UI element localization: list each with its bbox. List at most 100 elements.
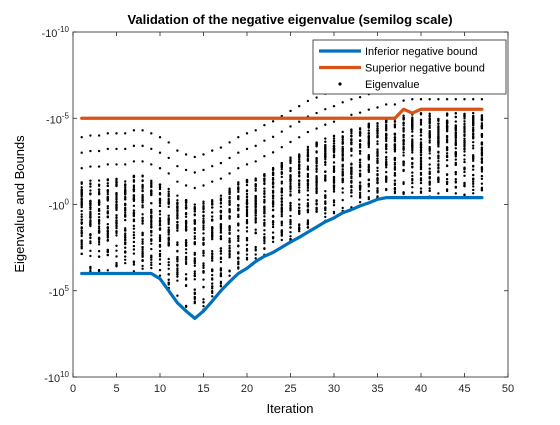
eigenvalue-point	[254, 220, 257, 224]
x-tick-label: 20	[241, 383, 253, 395]
eigenvalue-point	[150, 263, 153, 267]
eigenvalue-point	[341, 198, 344, 202]
eigenvalue-point	[472, 135, 475, 139]
eigenvalue-point	[367, 141, 370, 145]
y-tick-base: -10	[44, 373, 60, 385]
eigenvalue-point	[211, 206, 214, 209]
eigenvalue-point	[263, 215, 266, 218]
eigenvalue-point	[472, 115, 475, 119]
eigenvalue-point	[280, 221, 283, 225]
eigenvalue-point	[89, 182, 92, 185]
eigenvalue-point	[341, 170, 344, 174]
eigenvalue-point	[254, 160, 257, 163]
eigenvalue-point	[80, 226, 83, 229]
eigenvalue-point	[158, 199, 162, 202]
eigenvalue-point	[124, 197, 127, 201]
eigenvalue-point	[411, 179, 414, 182]
eigenvalue-point	[332, 170, 336, 173]
eigenvalue-point	[228, 244, 231, 247]
eigenvalue-point	[324, 123, 327, 126]
eigenvalue-point	[445, 127, 449, 130]
eigenvalue-point	[193, 262, 196, 265]
eigenvalue-point	[202, 184, 205, 187]
eigenvalue-point	[193, 300, 196, 303]
eigenvalue-point	[428, 130, 431, 133]
eigenvalue-point	[367, 178, 370, 181]
eigenvalue-point	[315, 181, 318, 185]
eigenvalue-point	[332, 167, 336, 170]
eigenvalue-point	[219, 260, 223, 264]
eigenvalue-point	[211, 215, 214, 218]
eigenvalue-point	[445, 120, 449, 124]
eigenvalue-point	[228, 196, 231, 200]
eigenvalue-point	[315, 179, 318, 183]
eigenvalue-point	[358, 127, 362, 130]
eigenvalue-point	[367, 182, 370, 186]
legend-dot-swatch	[338, 82, 342, 86]
eigenvalue-point	[419, 151, 423, 154]
y-tick: -105	[49, 284, 508, 299]
eigenvalue-point	[376, 142, 379, 146]
eigenvalue-point	[219, 229, 223, 232]
eigenvalue-point	[289, 235, 292, 238]
eigenvalue-point	[106, 132, 110, 135]
eigenvalue-point	[445, 158, 449, 162]
eigenvalue-point	[402, 99, 405, 102]
eigenvalue-point	[158, 151, 162, 154]
eigenvalue-point	[463, 112, 466, 116]
eigenvalue-point	[150, 242, 153, 246]
eigenvalue-point	[306, 155, 310, 158]
eigenvalue-point	[350, 191, 353, 194]
eigenvalue-point	[324, 215, 327, 219]
eigenvalue-point	[271, 225, 275, 229]
eigenvalue-point	[184, 239, 188, 242]
eigenvalue-point	[176, 216, 179, 219]
eigenvalue-point	[289, 202, 292, 205]
eigenvalue-point	[332, 176, 336, 179]
eigenvalue-point	[437, 122, 440, 125]
eigenvalue-point	[176, 210, 179, 214]
eigenvalue-point	[445, 173, 449, 176]
eigenvalue-point	[193, 270, 196, 273]
eigenvalue-point	[150, 229, 153, 233]
eigenvalue-point	[419, 123, 423, 126]
eigenvalue-point	[280, 175, 283, 179]
eigenvalue-point	[376, 124, 379, 128]
y-tick: -10-5	[46, 111, 508, 126]
eigenvalue-point	[445, 182, 449, 186]
eigenvalue-point	[411, 138, 414, 141]
eigenvalue-point	[254, 205, 257, 209]
eigenvalue-point	[358, 187, 362, 190]
eigenvalue-point	[472, 128, 475, 131]
eigenvalue-point	[202, 232, 205, 235]
eigenvalue-point	[306, 151, 310, 154]
eigenvalue-point	[115, 205, 118, 209]
eigenvalue-point	[237, 186, 240, 190]
eigenvalue-point	[219, 273, 223, 277]
eigenvalue-point	[124, 190, 127, 193]
eigenvalue-point	[280, 230, 283, 233]
y-axis: -10-10-10-5-100-105-1010	[42, 25, 508, 385]
eigenvalue-point	[419, 156, 423, 159]
eigenvalue-point	[385, 178, 388, 182]
eigenvalue-point	[141, 201, 144, 204]
eigenvalue-point	[428, 175, 431, 179]
eigenvalue-point	[219, 198, 223, 202]
eigenvalue-point	[402, 114, 405, 117]
eigenvalue-point	[202, 254, 205, 257]
eigenvalue-point	[150, 185, 153, 189]
eigenvalue-point	[341, 174, 344, 177]
eigenvalue-point	[472, 178, 475, 181]
eigenvalue-point	[97, 222, 101, 225]
eigenvalue-point	[211, 218, 214, 221]
eigenvalue-point	[298, 227, 301, 231]
x-tick-label: 5	[113, 383, 119, 395]
eigenvalue-point	[124, 183, 127, 186]
eigenvalue-point	[124, 235, 127, 239]
eigenvalue-point	[106, 226, 110, 229]
eigenvalue-point	[97, 184, 101, 187]
eigenvalue-point	[184, 256, 188, 260]
eigenvalue-point	[115, 214, 118, 217]
eigenvalue-point	[358, 161, 362, 164]
eigenvalue-point	[132, 214, 136, 218]
